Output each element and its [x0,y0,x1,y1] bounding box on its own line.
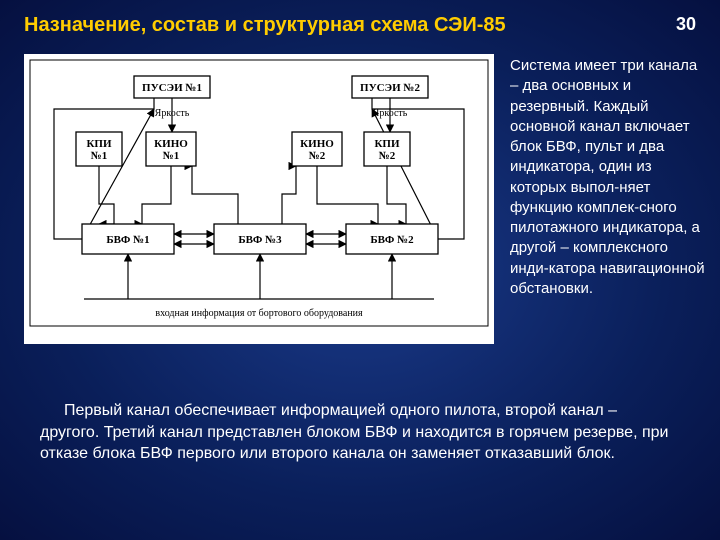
svg-text:БВФ №3: БВФ №3 [238,234,282,246]
svg-text:№1: №1 [163,150,180,162]
svg-text:Яркость: Яркость [373,108,408,119]
svg-text:БВФ №1: БВФ №1 [106,234,149,246]
svg-text:№2: №2 [309,150,326,162]
bottom-description: Первый канал обеспечивает информацией од… [40,400,680,465]
svg-text:ПУСЭИ №2: ПУСЭИ №2 [360,82,420,94]
svg-text:КПИ: КПИ [374,138,400,150]
svg-text:ПУСЭИ №1: ПУСЭИ №1 [142,82,202,94]
page-number: 30 [676,14,696,35]
svg-text:№1: №1 [91,150,108,162]
block-diagram: ПУСЭИ №1ПУСЭИ №2КПИ№1КИНО№1КИНО№2КПИ№2БВ… [24,54,494,344]
svg-text:входная информация от бортовог: входная информация от бортового оборудов… [155,308,363,319]
svg-text:БВФ №2: БВФ №2 [370,234,414,246]
svg-text:КПИ: КПИ [86,138,112,150]
slide-title: Назначение, состав и структурная схема С… [24,14,506,37]
svg-text:Яркость: Яркость [155,108,190,119]
svg-text:КИНО: КИНО [154,138,188,150]
svg-text:№2: №2 [379,150,396,162]
side-description: Система имеет три канала – два основных … [510,56,706,299]
svg-text:КИНО: КИНО [300,138,334,150]
